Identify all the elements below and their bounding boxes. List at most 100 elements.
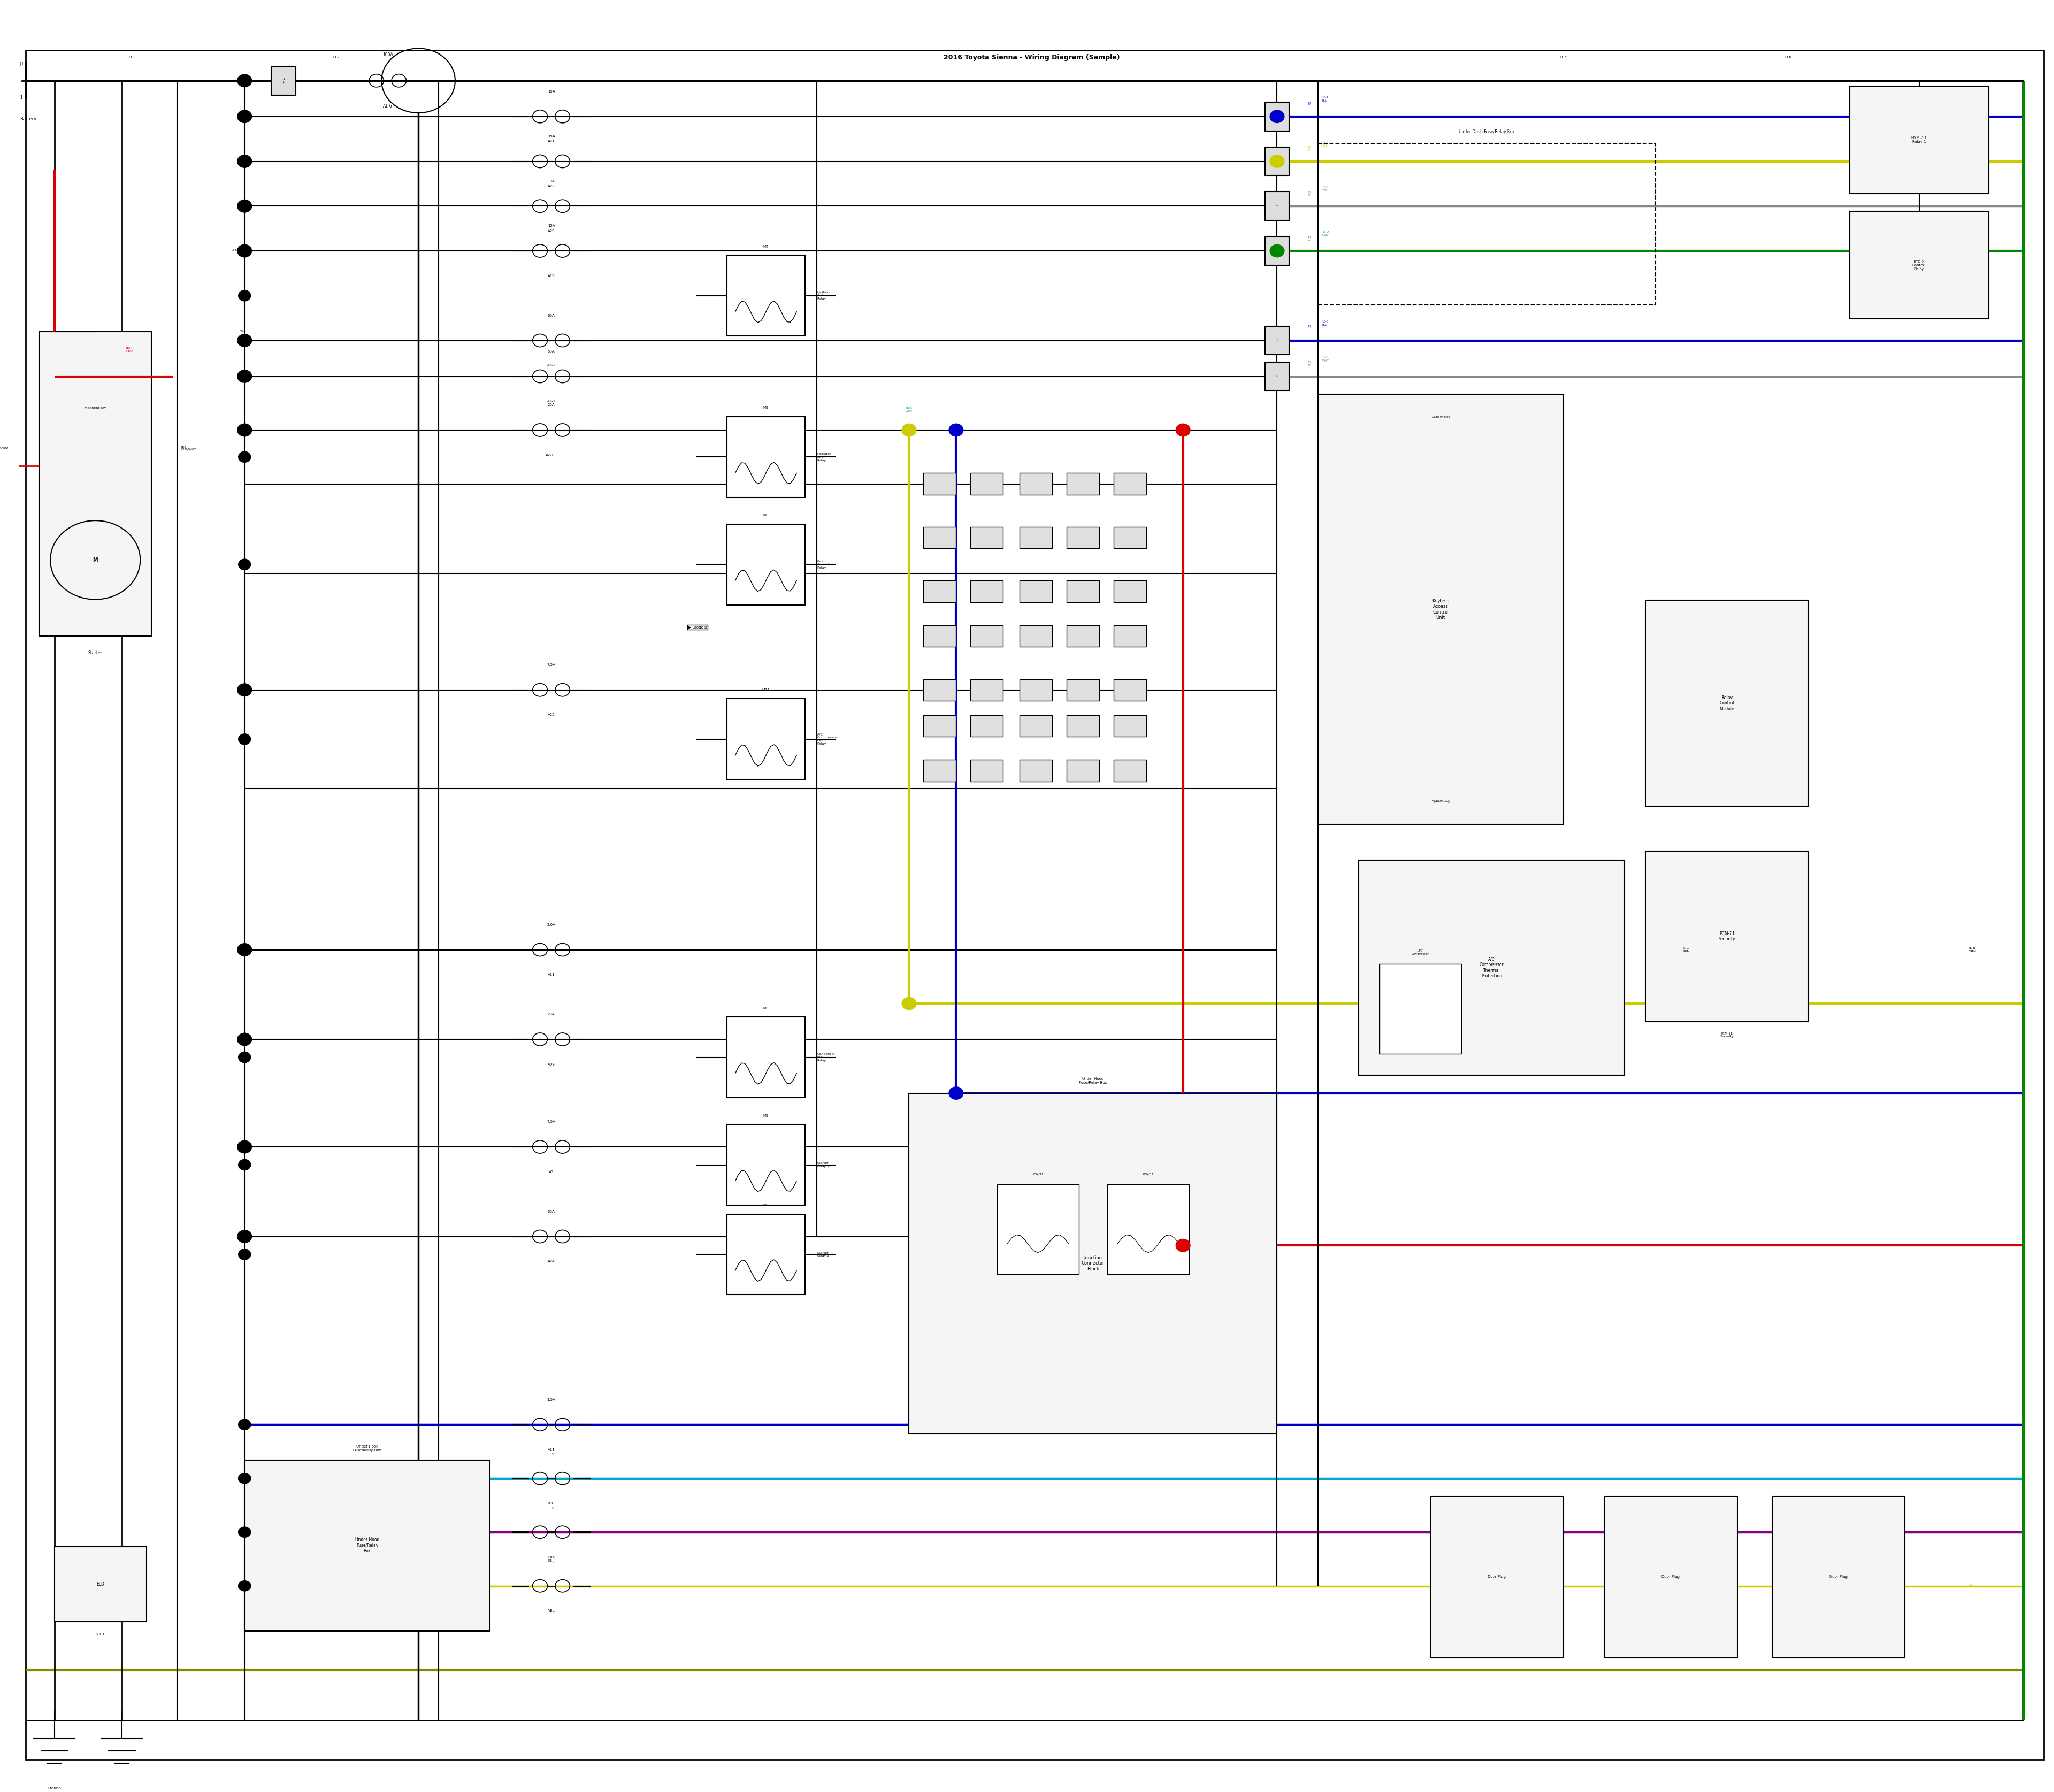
Bar xyxy=(727,1125,805,1206)
Bar xyxy=(1019,760,1052,781)
Text: Battery: Battery xyxy=(21,116,37,122)
Text: HDMI-11
Relay 1: HDMI-11 Relay 1 xyxy=(1910,136,1927,143)
Text: A29: A29 xyxy=(548,229,555,233)
Text: 1E-D
GRN: 1E-D GRN xyxy=(1323,231,1329,237)
Circle shape xyxy=(238,335,251,346)
Text: EF5: EF5 xyxy=(1559,56,1567,59)
Text: 36A: 36A xyxy=(548,1210,555,1213)
Text: A5: A5 xyxy=(548,1170,555,1174)
Text: YEL: YEL xyxy=(1970,1584,1976,1588)
Text: T4: T4 xyxy=(240,330,244,333)
Text: A/C
Compressor
Thermal
Protection: A/C Compressor Thermal Protection xyxy=(1479,957,1504,978)
Circle shape xyxy=(238,371,253,383)
Circle shape xyxy=(238,1231,251,1242)
Text: M0: M0 xyxy=(764,1204,768,1208)
Text: A1-6: A1-6 xyxy=(382,104,392,109)
Bar xyxy=(1066,473,1099,495)
Text: ▶ Diode B: ▶ Diode B xyxy=(688,625,707,629)
Text: A16: A16 xyxy=(548,274,555,278)
Circle shape xyxy=(238,1229,253,1244)
Bar xyxy=(924,527,955,548)
Bar xyxy=(244,1460,491,1631)
Text: M4: M4 xyxy=(764,246,768,249)
Bar xyxy=(924,581,955,602)
Circle shape xyxy=(238,111,251,122)
Text: DRK: DRK xyxy=(546,1555,555,1559)
Bar xyxy=(1645,851,1810,1021)
Text: 15A: 15A xyxy=(548,224,555,228)
Bar xyxy=(1319,394,1563,824)
Circle shape xyxy=(238,559,251,570)
Text: PCM-71
Security: PCM-71 Security xyxy=(1719,932,1736,941)
Text: Starter: Starter xyxy=(88,650,103,656)
Text: EF1: EF1 xyxy=(129,56,136,59)
Bar xyxy=(53,1546,146,1622)
Text: 3E-J: 3E-J xyxy=(548,1559,555,1563)
Circle shape xyxy=(238,685,253,697)
Circle shape xyxy=(238,156,251,167)
Text: A21: A21 xyxy=(548,140,555,143)
Bar xyxy=(924,679,955,701)
Text: Under-Hood
Fuse/Relay Box: Under-Hood Fuse/Relay Box xyxy=(1078,1077,1107,1084)
Text: Fan
Control
Relay: Fan Control Relay xyxy=(817,561,830,568)
Circle shape xyxy=(238,1034,251,1045)
Text: 1.5A: 1.5A xyxy=(546,1398,555,1401)
Text: M: M xyxy=(92,557,99,563)
Circle shape xyxy=(1175,425,1189,435)
Circle shape xyxy=(238,685,251,695)
Text: A/C
Compressor: A/C Compressor xyxy=(1411,950,1430,955)
Text: BLU: BLU xyxy=(548,1502,555,1505)
Text: Ground: Ground xyxy=(47,1787,62,1790)
Bar xyxy=(1360,860,1625,1075)
Circle shape xyxy=(238,944,251,955)
Bar xyxy=(1265,362,1290,391)
Bar xyxy=(1113,527,1146,548)
Text: 1E-J: 1E-J xyxy=(548,1505,555,1509)
Text: Relay
Control
Module: Relay Control Module xyxy=(1719,695,1734,711)
Circle shape xyxy=(238,425,251,435)
Text: A2-3: A2-3 xyxy=(546,364,555,367)
Text: [E]
88: [E] 88 xyxy=(1308,360,1310,367)
Text: 1E-A
BLU: 1E-A BLU xyxy=(1323,97,1329,102)
Bar xyxy=(1107,1185,1189,1274)
Bar xyxy=(924,473,955,495)
Text: A09: A09 xyxy=(548,1063,555,1066)
Circle shape xyxy=(238,735,251,745)
Circle shape xyxy=(238,111,253,124)
Bar xyxy=(1265,192,1290,220)
Text: [EE]
BLK/WHT: [EE] BLK/WHT xyxy=(181,444,197,452)
Text: A22: A22 xyxy=(548,185,555,188)
Text: A24: A24 xyxy=(548,1260,555,1263)
Text: 7.5A: 7.5A xyxy=(546,663,555,667)
Text: C400: C400 xyxy=(0,446,8,450)
Bar xyxy=(1066,625,1099,647)
Text: [EJ]
RED: [EJ] RED xyxy=(125,346,134,353)
Text: Starter
Relay 2: Starter Relay 2 xyxy=(817,1251,830,1258)
Text: Radiator
Fan
Relay: Radiator Fan Relay xyxy=(817,453,832,461)
Text: Condenser
Fan
Relay: Condenser Fan Relay xyxy=(817,1054,836,1061)
Text: Keyless
Access
Control
Unit: Keyless Access Control Unit xyxy=(1432,599,1450,620)
Bar xyxy=(1604,1496,1738,1658)
Text: A11: A11 xyxy=(548,973,555,977)
Text: M3: M3 xyxy=(764,1007,768,1009)
Text: 1E-B
YEL: 1E-B YEL xyxy=(1323,142,1329,147)
Circle shape xyxy=(238,1159,251,1170)
Circle shape xyxy=(1175,1240,1189,1251)
Circle shape xyxy=(238,452,251,462)
Bar xyxy=(1380,964,1460,1054)
Bar xyxy=(969,760,1002,781)
Text: IL-1
BRN: IL-1 BRN xyxy=(1682,946,1690,953)
Text: 1: 1 xyxy=(21,95,23,100)
Bar xyxy=(996,1185,1078,1274)
Bar xyxy=(1113,473,1146,495)
Circle shape xyxy=(1269,111,1284,124)
Text: [E]
00: [E] 00 xyxy=(1308,100,1310,108)
Circle shape xyxy=(238,1419,251,1430)
Text: M11: M11 xyxy=(762,688,770,692)
Text: YEL: YEL xyxy=(548,1609,555,1613)
Text: EF6: EF6 xyxy=(1785,56,1791,59)
Text: [E]
cc: [E] cc xyxy=(1308,145,1310,152)
Bar xyxy=(727,1215,805,1294)
Circle shape xyxy=(238,1581,251,1591)
Bar xyxy=(727,418,805,496)
